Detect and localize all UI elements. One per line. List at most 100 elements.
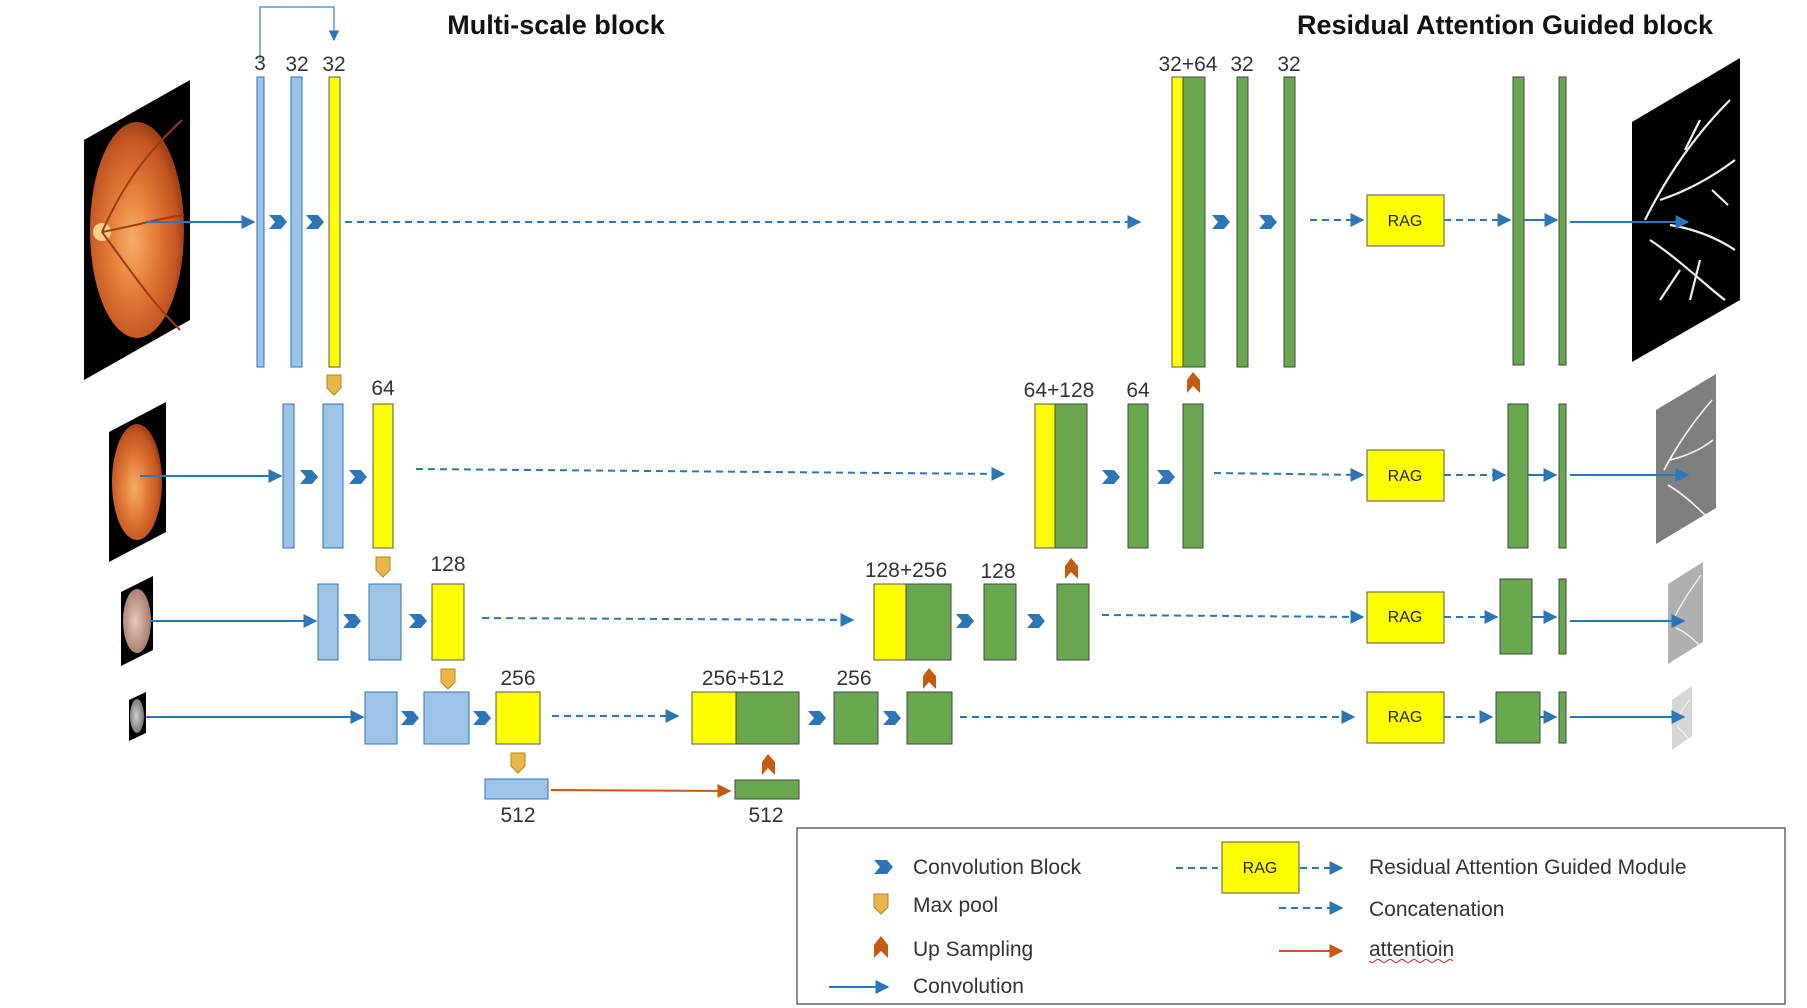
multi-scale-title: Multi-scale block — [447, 10, 666, 40]
skip-feature-block — [1171, 76, 1184, 368]
legend-max-pool: Max pool — [913, 894, 998, 917]
rag-input-arrow — [1213, 467, 1365, 482]
output-block — [1499, 578, 1533, 655]
decoder-block — [735, 691, 800, 745]
output-block — [1558, 76, 1567, 366]
label-l2-c: 64 — [371, 377, 395, 400]
vessel-map-image-level-1 — [1632, 58, 1740, 362]
legend-conv-block: Convolution Block — [913, 856, 1082, 879]
label-l3-cat: 128+256 — [865, 559, 947, 582]
rag-label: RAG — [1388, 609, 1423, 626]
decoder-block — [1056, 583, 1090, 661]
fundus-image-level-3 — [121, 576, 153, 666]
encoder-block — [322, 403, 344, 549]
convolution-block-icon — [409, 614, 427, 628]
rag-label: RAG — [1388, 213, 1423, 230]
skip-feature-block — [495, 691, 541, 745]
convolution-block-icon — [874, 860, 893, 874]
convolution-block-icon — [883, 711, 901, 725]
up-sampling-icon — [874, 936, 888, 958]
spellcheck-underline — [1368, 959, 1454, 963]
convolution-block-icon — [1259, 215, 1277, 229]
legend: Convolution Block Max pool Up Sampling C… — [796, 827, 1786, 1005]
bottleneck-decoder-block — [734, 779, 800, 800]
decoder-block — [1182, 76, 1206, 368]
encoder-block — [282, 403, 295, 549]
max-pool-icon — [440, 668, 456, 690]
output-block — [1512, 76, 1525, 366]
label-l1-c1: 32 — [285, 53, 308, 76]
convolution-block-icon — [349, 470, 367, 484]
rag-module — [1366, 691, 1445, 744]
skip-loop-arrow — [259, 6, 340, 60]
decoder-block — [1182, 403, 1204, 549]
attention-arrow — [550, 783, 732, 798]
up-sampling-icon — [1187, 372, 1200, 393]
decoder-block — [833, 691, 879, 745]
convolution-block-icon — [401, 711, 419, 725]
skip-feature-block — [1034, 403, 1056, 549]
convolution-block-icon — [956, 614, 974, 628]
fundus-image-level-4 — [129, 692, 146, 741]
decoder-block — [1054, 403, 1088, 549]
label-l3-d: 128 — [980, 560, 1015, 583]
max-pool-icon — [375, 556, 391, 578]
decoder-block — [906, 691, 953, 745]
legend-concatenation: Concatenation — [1369, 898, 1504, 921]
convolution-block-icon — [808, 711, 826, 725]
convolution-block-icon — [1212, 215, 1230, 229]
convolution-block-icon — [306, 215, 324, 229]
legend-convolution: Convolution — [913, 975, 1024, 998]
skip-feature-block — [431, 583, 465, 661]
convolution-block-icon — [343, 614, 361, 628]
output-block — [1558, 578, 1567, 655]
label-l3-c: 128 — [430, 553, 465, 576]
rag-module — [1366, 194, 1445, 247]
skip-feature-block — [328, 76, 341, 368]
up-sampling-icon — [923, 668, 936, 689]
up-sampling-icon — [1065, 558, 1078, 579]
label-l4-d: 256 — [836, 667, 871, 690]
label-l4-cat: 256+512 — [702, 667, 784, 690]
convolution-block-icon — [1027, 614, 1045, 628]
rag-input-arrow — [1101, 609, 1365, 624]
rag-module — [1221, 841, 1300, 894]
rag-block-title: Residual Attention Guided block — [1297, 10, 1714, 40]
skip-feature-block — [691, 691, 737, 745]
rag-module — [1366, 591, 1445, 644]
encoder-block — [317, 583, 339, 661]
max-pool-icon — [873, 893, 889, 915]
legend-rag-module: Residual Attention Guided Module — [1369, 856, 1687, 879]
convolution-block-icon — [1102, 470, 1120, 484]
encoder-block — [290, 76, 303, 368]
legend-up-sampling: Up Sampling — [913, 938, 1033, 961]
decoder-block — [1236, 76, 1249, 368]
label-l1-d2: 32 — [1277, 53, 1300, 76]
max-pool-icon — [326, 374, 342, 396]
concatenation-arrow — [481, 612, 855, 627]
decoder-block — [1283, 76, 1296, 368]
fundus-image-level-1 — [84, 80, 190, 380]
encoder-block — [364, 691, 398, 745]
label-bottom-right: 512 — [748, 804, 783, 827]
label-l1-in: 3 — [254, 52, 266, 75]
up-sampling-icon — [762, 754, 775, 775]
convolution-block-icon — [269, 215, 287, 229]
fundus-image-level-2 — [109, 402, 166, 562]
output-block — [1558, 691, 1567, 744]
label-l4-c: 256 — [500, 667, 535, 690]
rag-label: RAG — [1388, 468, 1423, 485]
label-l1-c2: 32 — [322, 53, 345, 76]
rag-label: RAG — [1388, 709, 1423, 726]
output-block — [1558, 403, 1567, 549]
output-block — [1507, 403, 1529, 549]
vessel-map-image-level-2 — [1656, 374, 1716, 544]
encoder-block — [423, 691, 470, 745]
label-l1-cat: 32+64 — [1159, 53, 1218, 76]
label-bottom-left: 512 — [500, 804, 535, 827]
encoder-block — [256, 76, 265, 368]
label-l2-d: 64 — [1126, 379, 1150, 402]
decoder-block — [983, 583, 1017, 661]
